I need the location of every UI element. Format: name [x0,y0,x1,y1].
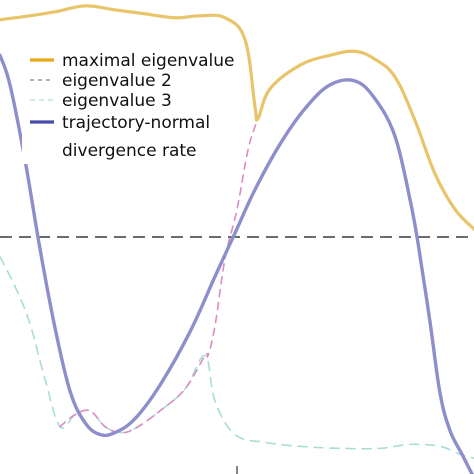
legend-background [22,42,244,164]
legend-label-1: maximal eigenvalue [62,51,235,71]
legend-label-4: trajectory-normal [62,113,210,133]
series-line-eigenvalue-3 [0,255,474,459]
series-line-trajectory-normal-divergence-rate [0,53,474,474]
series-line-maximal-eigenvalue [0,4,474,231]
series-layer [0,4,474,474]
legend-label-2: eigenvalue 2 [62,71,172,91]
legend-label-3: eigenvalue 3 [62,91,172,111]
legend-label-4-line-2: divergence rate [62,141,197,161]
